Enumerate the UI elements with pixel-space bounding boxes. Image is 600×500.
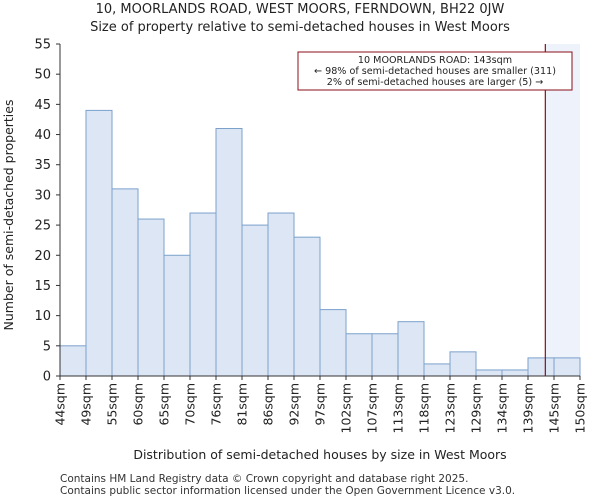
y-tick-label: 0 (43, 370, 51, 385)
annotation-box (297, 51, 573, 91)
bar (59, 345, 87, 377)
y-tick-label: 30 (34, 188, 51, 203)
x-tick-label: 123sqm (443, 383, 458, 433)
y-tick-label: 10 (34, 309, 51, 324)
x-axis-label: Distribution of semi-detached houses by … (133, 447, 506, 462)
y-axis-label: Number of semi-detached properties (1, 100, 16, 331)
x-tick-label: 134sqm (495, 383, 510, 433)
x-tick-label: 118sqm (417, 383, 432, 433)
bar (111, 188, 139, 377)
y-tick-label: 35 (34, 158, 51, 173)
bar (423, 363, 451, 377)
y-tick-label: 5 (43, 339, 51, 354)
bar (215, 128, 243, 377)
bar (527, 357, 555, 377)
bar (397, 321, 425, 377)
bar (449, 351, 477, 377)
annotation-title: 10 MOORLANDS ROAD: 143sqm (358, 55, 512, 66)
x-tick-label: 150sqm (573, 383, 588, 433)
bar (85, 109, 113, 377)
y-tick-label: 55 (34, 38, 51, 53)
bar (293, 236, 321, 377)
annotation-smaller: ← 98% of semi-detached houses are smalle… (314, 66, 556, 77)
larger-region-shading (545, 44, 580, 376)
x-tick-label: 44sqm (53, 383, 68, 426)
bar (189, 212, 217, 377)
y-tick-label: 25 (34, 219, 51, 234)
bar (319, 309, 347, 377)
bar (475, 369, 503, 377)
x-tick-label: 97sqm (313, 383, 328, 426)
y-tick-label: 50 (34, 68, 51, 83)
x-tick-label: 139sqm (521, 383, 536, 433)
y-tick-label: 20 (34, 249, 51, 264)
x-tick-label: 60sqm (131, 383, 146, 426)
x-tick-label: 49sqm (79, 383, 94, 426)
chart-title: 10, MOORLANDS ROAD, WEST MOORS, FERNDOWN… (95, 2, 505, 17)
x-tick-label: 113sqm (391, 383, 406, 433)
bar (553, 357, 581, 377)
y-tick-label: 45 (34, 98, 51, 113)
x-tick-label: 70sqm (183, 383, 198, 426)
x-tick-label: 92sqm (287, 383, 302, 426)
annotation-larger: 2% of semi-detached houses are larger (5… (327, 77, 544, 88)
bar (267, 212, 295, 377)
x-tick-label: 76sqm (209, 383, 224, 426)
bar (241, 224, 269, 377)
x-tick-label: 55sqm (105, 383, 120, 426)
footer-copyright: Contains HM Land Registry data © Crown c… (60, 473, 469, 485)
x-tick-label: 145sqm (547, 383, 562, 433)
bar (501, 369, 529, 377)
x-tick-label: 81sqm (235, 383, 250, 426)
x-tick-label: 86sqm (261, 383, 276, 426)
x-tick-label: 107sqm (365, 383, 380, 433)
chart-subtitle: Size of property relative to semi-detach… (90, 20, 510, 35)
bar (345, 333, 373, 377)
x-tick-label: 102sqm (339, 383, 354, 433)
x-tick-label: 65sqm (157, 383, 172, 426)
x-tick-label: 129sqm (469, 383, 484, 433)
y-tick-label: 15 (34, 279, 51, 294)
bar (371, 333, 399, 377)
footer-licence: Contains public sector information licen… (60, 485, 516, 497)
y-tick-label: 40 (34, 128, 51, 143)
bar (137, 218, 165, 377)
bar (163, 254, 191, 377)
